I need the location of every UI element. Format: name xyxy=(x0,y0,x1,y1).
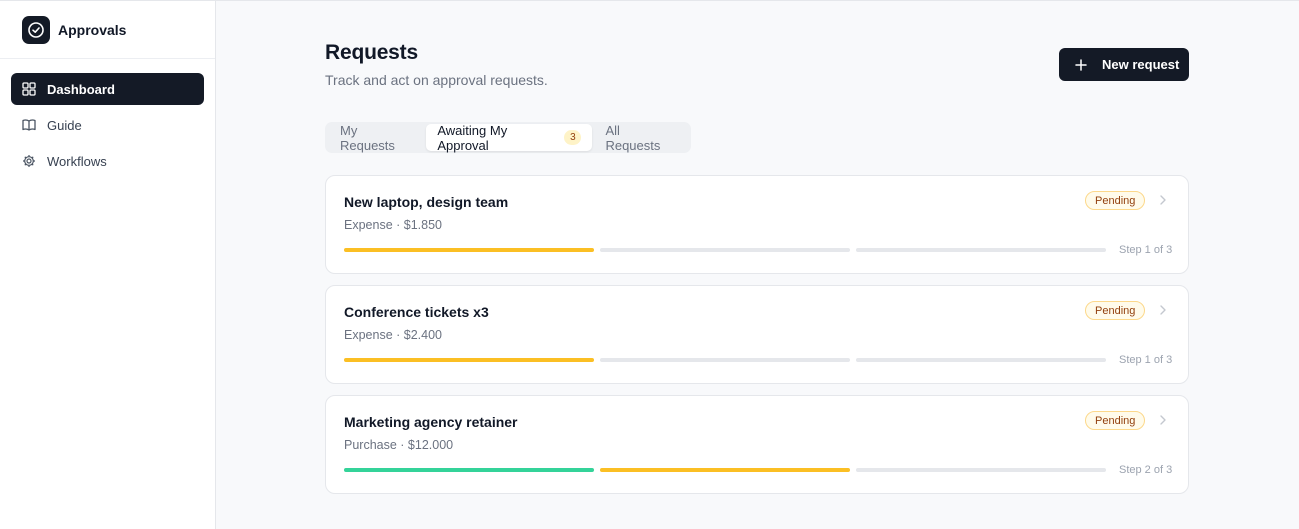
request-card[interactable]: New laptop, design team Expense · $1.850… xyxy=(325,175,1189,274)
count-badge: 3 xyxy=(564,130,582,145)
request-list: New laptop, design team Expense · $1.850… xyxy=(325,175,1189,505)
step-bar-current xyxy=(344,358,594,362)
step-progress xyxy=(344,248,1112,252)
step-bar-current xyxy=(344,248,594,252)
tab-my-requests[interactable]: My Requests xyxy=(327,122,426,153)
book-icon xyxy=(22,118,36,132)
request-title: Conference tickets x3 xyxy=(344,304,489,320)
sidebar-item-dashboard[interactable]: Dashboard xyxy=(11,73,204,105)
sidebar-item-label: Guide xyxy=(47,117,82,133)
step-bar-done xyxy=(344,468,594,472)
request-title: New laptop, design team xyxy=(344,194,509,210)
status-badge: Pending xyxy=(1085,411,1146,430)
main-content: Requests Track and act on approval reque… xyxy=(216,0,1299,529)
step-bar-pending xyxy=(600,358,850,362)
chevron-right-icon xyxy=(1158,304,1168,316)
sidebar-item-label: Dashboard xyxy=(47,81,115,97)
step-bar-pending xyxy=(856,358,1106,362)
step-progress xyxy=(344,468,1112,472)
step-progress xyxy=(344,358,1112,362)
request-card[interactable]: Conference tickets x3 Expense · $2.400 P… xyxy=(325,285,1189,384)
page-title: Requests xyxy=(325,41,418,64)
step-bar-current xyxy=(600,468,850,472)
status-badge: Pending xyxy=(1085,301,1146,320)
app-name: Approvals xyxy=(58,21,127,38)
sidebar-item-guide[interactable]: Guide xyxy=(11,109,204,141)
grid-icon xyxy=(22,82,36,96)
sidebar-item-workflows[interactable]: Workflows xyxy=(11,145,204,177)
request-tabs: My Requests Awaiting My Approval 3 All R… xyxy=(325,122,691,153)
step-bar-pending xyxy=(856,248,1106,252)
request-meta: Expense · $1.850 xyxy=(344,218,442,232)
tab-awaiting-my-approval[interactable]: Awaiting My Approval 3 xyxy=(426,122,593,153)
step-label: Step 1 of 3 xyxy=(1119,354,1173,366)
sidebar-item-label: Workflows xyxy=(47,153,107,169)
brand[interactable]: Approvals xyxy=(0,1,215,59)
chevron-right-icon xyxy=(1158,194,1168,206)
status-badge: Pending xyxy=(1085,191,1146,210)
chevron-right-icon xyxy=(1158,414,1168,426)
request-title: Marketing agency retainer xyxy=(344,414,518,430)
sidebar-nav: Dashboard Guide xyxy=(0,59,215,177)
tab-label: All Requests xyxy=(605,122,661,153)
new-request-button[interactable]: New request xyxy=(1059,48,1189,81)
request-meta: Expense · $2.400 xyxy=(344,328,442,342)
page-subtitle: Track and act on approval requests. xyxy=(325,72,548,88)
request-meta: Purchase · $12.000 xyxy=(344,438,454,452)
check-circle-icon xyxy=(22,15,50,44)
step-label: Step 1 of 3 xyxy=(1119,244,1173,256)
gear-icon xyxy=(22,154,36,168)
plus-icon xyxy=(1075,58,1087,71)
new-request-label: New request xyxy=(1102,57,1180,72)
step-bar-pending xyxy=(600,248,850,252)
tab-label: Awaiting My Approval xyxy=(437,122,508,153)
sidebar: Approvals Dashboard G xyxy=(0,0,216,529)
step-label: Step 2 of 3 xyxy=(1119,464,1173,476)
step-bar-pending xyxy=(856,468,1106,472)
tab-label: My Requests xyxy=(340,122,395,153)
tab-all-requests[interactable]: All Requests xyxy=(592,122,689,153)
request-card[interactable]: Marketing agency retainer Purchase · $12… xyxy=(325,395,1189,494)
